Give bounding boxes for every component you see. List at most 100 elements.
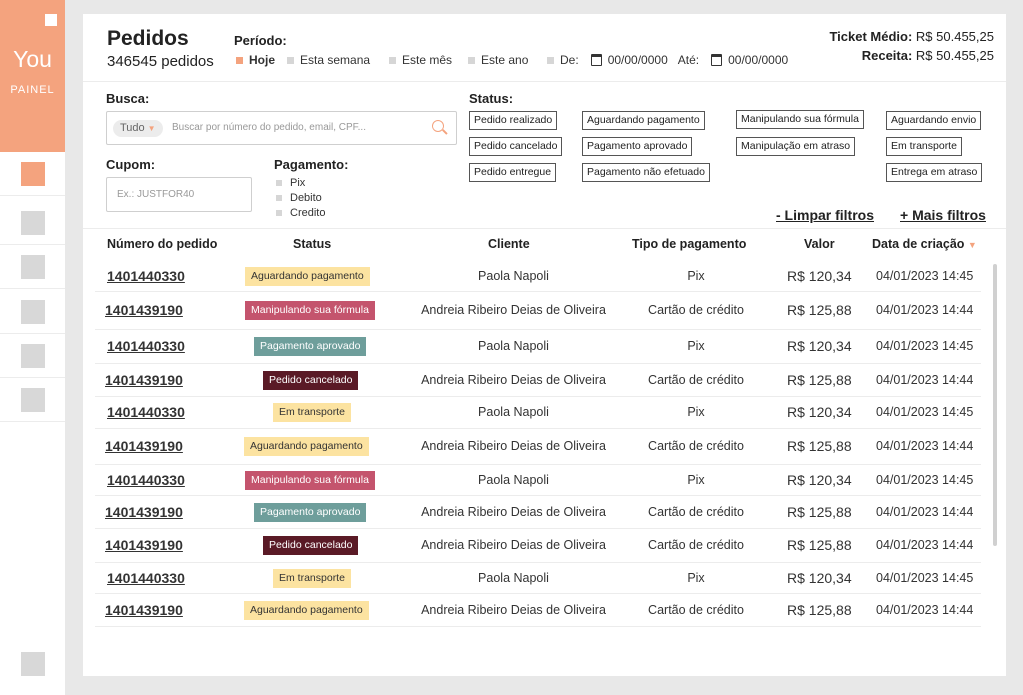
search-scope-select[interactable]: Tudo ▼ (113, 120, 163, 137)
table-row[interactable]: 1401439190 Pagamento aprovado Andreia Ribe… (95, 496, 981, 529)
order-number-link[interactable]: 1401440330 (107, 472, 185, 488)
status-filter-pagamento-nao-efetuado[interactable]: Pagamento não efetuado (582, 163, 710, 182)
payment-type: Pix (687, 571, 705, 585)
status-badge: Aguardando pagamento (244, 601, 369, 620)
nav-item-4[interactable] (0, 290, 65, 334)
coupon-input[interactable]: Ex.: JUSTFOR40 (106, 177, 252, 212)
created-date: 04/01/2023 14:45 (876, 405, 974, 419)
client-name: Paola Napoli (478, 405, 549, 419)
status-badge: Manipulando sua fórmula (245, 471, 375, 490)
order-value: R$ 125,88 (787, 602, 852, 618)
order-number-link[interactable]: 1401440330 (107, 404, 185, 420)
col-value[interactable]: Valor (804, 237, 835, 251)
table-row[interactable]: 1401439190 Manipulando sua fórmula Andreia… (95, 292, 981, 330)
payment-credit[interactable]: Credito (276, 207, 325, 219)
payment-type: Pix (687, 405, 705, 419)
search-input[interactable]: Tudo ▼ Buscar por número do pedido, email… (106, 111, 457, 145)
nav-item-2[interactable] (0, 201, 65, 245)
revenue-kpi: Receita: R$ 50.455,25 (861, 48, 994, 63)
radio-icon (287, 56, 294, 64)
period-range[interactable]: De: 00/00/0000 Até: 00/00/0000 (547, 53, 788, 67)
client-name: Paola Napoli (478, 473, 549, 487)
status-badge: Em transporte (273, 569, 351, 588)
orders-count: 346545 pedidos (107, 53, 214, 70)
settings-icon[interactable] (21, 652, 45, 676)
menu-icon[interactable] (45, 14, 57, 26)
table-row[interactable]: 1401440330 Em transporte Paola Napoli Pix R$… (95, 397, 981, 429)
nav-item-6[interactable] (0, 378, 65, 422)
order-number-link[interactable]: 1401439190 (105, 438, 183, 454)
table-row[interactable]: 1401439190 Aguardando pagamento Andreia Ri… (95, 429, 981, 465)
table-row[interactable]: 1401440330 Pagamento aprovado Paola Napoli… (95, 330, 981, 364)
search-icon[interactable] (432, 120, 444, 132)
table-row[interactable]: 1401439190 Pedido cancelado Andreia Ribeir… (95, 529, 981, 563)
calendar-icon (711, 54, 723, 66)
client-name: Paola Napoli (478, 339, 549, 353)
created-date: 04/01/2023 14:45 (876, 269, 974, 283)
period-month[interactable]: Este mês (389, 53, 452, 67)
status-filter-aguardando-envio[interactable]: Aguardando envio (886, 111, 982, 130)
brand-panel: You PAINEL (0, 0, 65, 152)
nav-icon (21, 255, 45, 279)
divider (83, 228, 1006, 229)
coupon-label: Cupom: (106, 157, 156, 172)
order-number-link[interactable]: 1401439190 (105, 537, 183, 553)
period-today[interactable]: Hoje (236, 53, 275, 67)
order-number-link[interactable]: 1401439190 (105, 372, 183, 388)
table-row[interactable]: 1401439190 Pedido cancelado Andreia Ribeir… (95, 364, 981, 397)
payment-debit[interactable]: Debito (276, 192, 322, 204)
col-status[interactable]: Status (293, 237, 332, 251)
more-filters-link[interactable]: + Mais filtros (900, 207, 986, 223)
status-filter-em-transporte[interactable]: Em transporte (886, 137, 962, 156)
status-filter-aguardando-pagamento[interactable]: Aguardando pagamento (582, 111, 705, 130)
orders-icon (21, 162, 45, 186)
date-from-field[interactable]: 00/00/0000 (607, 53, 668, 67)
col-created-date[interactable]: Data de criação ▼ (872, 237, 977, 251)
status-filter-pedido-entregue[interactable]: Pedido entregue (469, 163, 557, 182)
calendar-icon (590, 54, 602, 66)
col-client[interactable]: Cliente (488, 237, 530, 251)
order-number-link[interactable]: 1401439190 (105, 302, 183, 318)
table-row[interactable]: 1401440330 Em transporte Paola Napoli Pix R$… (95, 563, 981, 594)
radio-icon (236, 56, 243, 64)
payment-pix[interactable]: Pix (276, 177, 305, 189)
clear-filters-link[interactable]: - Limpar filtros (776, 207, 875, 223)
order-number-link[interactable]: 1401440330 (107, 268, 185, 284)
order-number-link[interactable]: 1401440330 (107, 338, 185, 354)
status-filter-entrega-atraso[interactable]: Entrega em atraso (886, 163, 983, 182)
created-date: 04/01/2023 14:45 (876, 473, 974, 487)
col-payment-type[interactable]: Tipo de pagamento (632, 237, 747, 251)
status-filter-pagamento-aprovado[interactable]: Pagamento aprovado (582, 137, 693, 156)
nav-item-3[interactable] (0, 245, 65, 289)
table-row[interactable]: 1401440330 Manipulando sua fórmula Paola N… (95, 465, 981, 496)
nav-item-orders[interactable] (0, 152, 65, 196)
logo: You (13, 46, 52, 72)
nav-item-5[interactable] (0, 334, 65, 378)
col-order-number[interactable]: Número do pedido (107, 237, 218, 251)
sort-desc-icon: ▼ (967, 240, 977, 250)
status-filter-manipulando[interactable]: Manipulando sua fórmula (736, 110, 864, 129)
client-name: Andreia Ribeiro Deias de Oliveira (421, 439, 606, 453)
scrollbar[interactable] (993, 264, 997, 546)
period-year[interactable]: Este ano (468, 53, 528, 67)
status-filter-pedido-cancelado[interactable]: Pedido cancelado (469, 137, 563, 156)
panel-label: PAINEL (10, 84, 55, 96)
client-name: Paola Napoli (478, 571, 549, 585)
client-name: Andreia Ribeiro Deias de Oliveira (421, 373, 606, 387)
status-filter-manipulacao-atraso[interactable]: Manipulação em atraso (736, 137, 856, 156)
radio-icon (547, 56, 554, 64)
order-number-link[interactable]: 1401440330 (107, 570, 185, 586)
order-number-link[interactable]: 1401439190 (105, 504, 183, 520)
date-to-field[interactable]: 00/00/0000 (728, 53, 789, 67)
table-row[interactable]: 1401440330 Aguardando pagamento Paola Napo… (95, 262, 981, 292)
order-value: R$ 125,88 (787, 537, 852, 553)
period-week[interactable]: Esta semana (287, 53, 370, 67)
table-row[interactable]: 1401439190 Aguardando pagamento Andreia Ri… (95, 594, 981, 627)
payment-label: Pagamento: (274, 157, 349, 172)
order-value: R$ 120,34 (787, 268, 852, 284)
order-number-link[interactable]: 1401439190 (105, 602, 183, 618)
status-badge: Pagamento aprovado (254, 337, 367, 356)
status-badge: Pedido cancelado (263, 536, 359, 555)
checkbox-icon (276, 195, 282, 201)
status-filter-pedido-realizado[interactable]: Pedido realizado (469, 111, 558, 130)
